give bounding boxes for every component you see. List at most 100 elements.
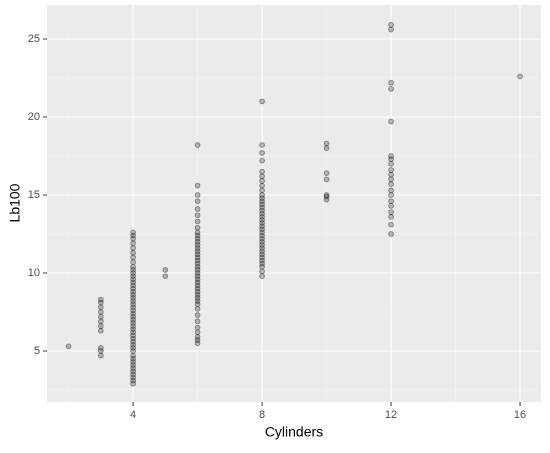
point xyxy=(130,285,136,292)
point xyxy=(194,337,201,343)
point xyxy=(130,348,136,354)
point xyxy=(194,279,201,286)
point xyxy=(388,161,394,167)
point xyxy=(194,270,201,276)
point xyxy=(388,26,394,33)
point xyxy=(388,209,394,215)
point xyxy=(130,295,136,301)
x-tick-label: 4 xyxy=(130,409,136,421)
point xyxy=(98,323,104,329)
point xyxy=(194,232,201,239)
grid xyxy=(47,5,541,402)
point xyxy=(259,198,265,205)
point xyxy=(130,254,136,261)
point xyxy=(194,206,201,212)
point xyxy=(259,157,265,164)
point xyxy=(259,229,265,236)
point xyxy=(259,204,265,211)
y-tick-label: 20 xyxy=(28,111,40,123)
point xyxy=(98,304,104,311)
point xyxy=(130,307,136,314)
point xyxy=(194,267,201,273)
points xyxy=(65,22,523,387)
y-tick-label: 10 xyxy=(28,267,40,279)
point xyxy=(194,142,201,148)
point xyxy=(323,140,330,147)
point xyxy=(194,182,201,189)
point xyxy=(130,320,136,326)
point xyxy=(130,279,136,286)
point xyxy=(259,226,265,233)
point xyxy=(194,263,201,270)
point xyxy=(388,86,394,92)
point xyxy=(130,301,136,307)
point xyxy=(130,310,136,317)
point xyxy=(194,292,201,298)
point xyxy=(130,304,136,311)
point xyxy=(194,248,201,254)
point xyxy=(259,220,265,226)
point xyxy=(194,273,201,279)
plot-panel xyxy=(47,5,541,402)
point xyxy=(194,334,201,340)
point xyxy=(388,214,394,220)
point xyxy=(130,232,136,239)
x-tick-label: 16 xyxy=(514,409,526,421)
point xyxy=(194,224,201,231)
point xyxy=(130,332,136,339)
point xyxy=(259,232,265,239)
point xyxy=(130,282,136,289)
point xyxy=(194,257,201,264)
y-tick-label: 15 xyxy=(28,189,40,201)
point xyxy=(130,371,136,378)
point xyxy=(130,326,136,332)
point xyxy=(130,335,136,342)
point xyxy=(259,195,265,201)
point xyxy=(388,192,394,198)
point xyxy=(194,242,201,248)
point xyxy=(130,259,136,265)
point xyxy=(259,142,265,148)
y-tick-label: 25 xyxy=(28,33,40,45)
point xyxy=(259,223,265,229)
point xyxy=(130,359,136,365)
point xyxy=(194,254,201,261)
x-axis-title: Cylinders xyxy=(265,424,323,440)
point xyxy=(130,345,136,351)
point xyxy=(323,176,330,183)
point xyxy=(130,276,136,283)
point xyxy=(194,295,201,301)
point xyxy=(194,238,201,245)
x-tick-label: 8 xyxy=(259,409,265,421)
point xyxy=(259,235,265,242)
point xyxy=(259,192,265,198)
point xyxy=(194,285,201,292)
point xyxy=(259,273,265,279)
point xyxy=(130,229,136,236)
point xyxy=(65,343,72,350)
point xyxy=(259,254,265,261)
point xyxy=(130,240,136,247)
point xyxy=(259,242,265,248)
point xyxy=(98,313,104,320)
point xyxy=(130,365,136,371)
point xyxy=(259,178,265,184)
point xyxy=(98,345,104,351)
point xyxy=(130,380,136,387)
point xyxy=(98,352,104,359)
point xyxy=(130,338,136,345)
point xyxy=(388,187,394,194)
point xyxy=(98,348,104,354)
point xyxy=(194,192,201,198)
point xyxy=(194,324,201,331)
point xyxy=(259,268,265,275)
point xyxy=(130,362,136,368)
point xyxy=(130,313,136,320)
point xyxy=(259,248,265,254)
point xyxy=(130,249,136,256)
point xyxy=(259,207,265,214)
point xyxy=(194,288,201,295)
point xyxy=(130,298,136,304)
point xyxy=(388,79,394,86)
